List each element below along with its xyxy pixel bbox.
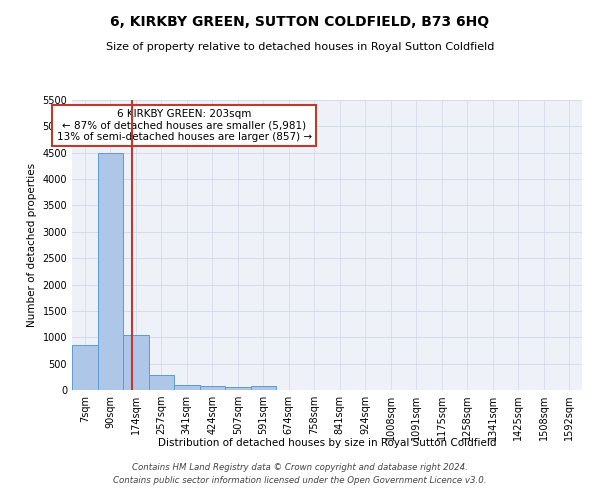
Text: 6 KIRKBY GREEN: 203sqm
← 87% of detached houses are smaller (5,981)
13% of semi-: 6 KIRKBY GREEN: 203sqm ← 87% of detached… bbox=[56, 108, 312, 142]
Text: 6, KIRKBY GREEN, SUTTON COLDFIELD, B73 6HQ: 6, KIRKBY GREEN, SUTTON COLDFIELD, B73 6… bbox=[110, 15, 490, 29]
Bar bbox=[123, 334, 149, 390]
Bar bbox=[199, 386, 225, 390]
Text: Distribution of detached houses by size in Royal Sutton Coldfield: Distribution of detached houses by size … bbox=[158, 438, 496, 448]
Text: Contains HM Land Registry data © Crown copyright and database right 2024.
Contai: Contains HM Land Registry data © Crown c… bbox=[113, 464, 487, 485]
Bar bbox=[251, 386, 276, 390]
Bar bbox=[72, 345, 97, 390]
Bar bbox=[149, 375, 174, 390]
Y-axis label: Number of detached properties: Number of detached properties bbox=[27, 163, 37, 327]
Bar bbox=[97, 152, 123, 390]
Bar bbox=[225, 388, 251, 390]
Text: Size of property relative to detached houses in Royal Sutton Coldfield: Size of property relative to detached ho… bbox=[106, 42, 494, 52]
Bar bbox=[174, 386, 199, 390]
